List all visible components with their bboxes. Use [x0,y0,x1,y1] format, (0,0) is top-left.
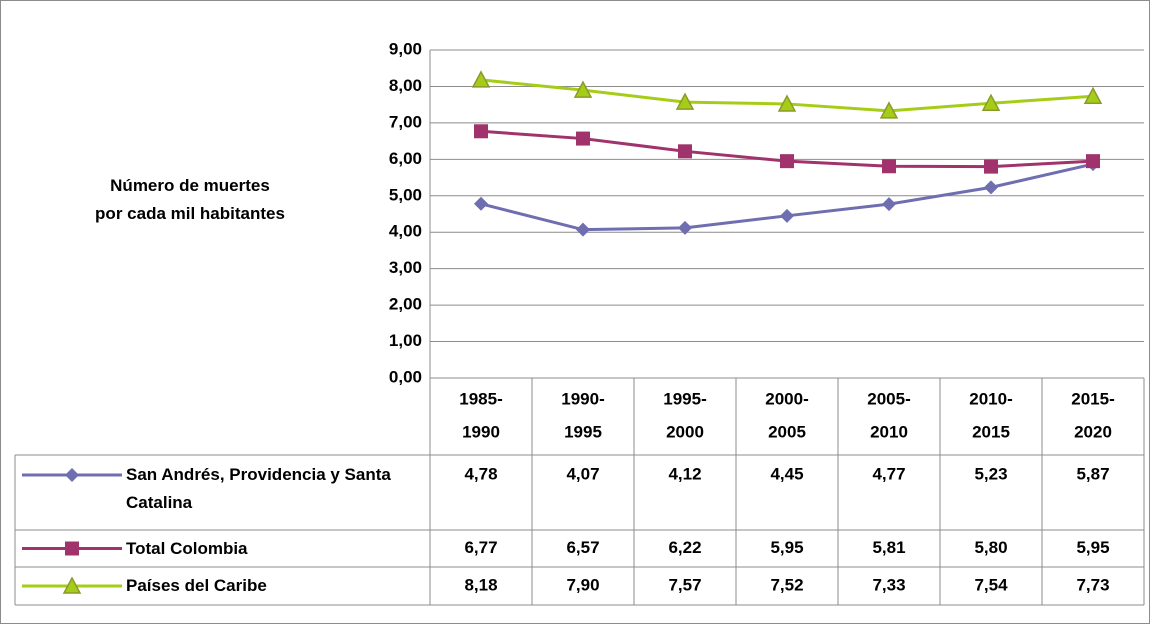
x-tick-label: 2020 [1074,422,1112,441]
data-point [984,180,998,195]
data-point [576,222,590,237]
data-point [882,159,896,174]
data-label: 5,95 [1076,538,1109,557]
legend-label: San Andrés, Providencia y Santa Catalina [126,465,391,512]
x-tick-label: 1990- [561,389,604,408]
y-tick-label: 6,00 [389,149,422,168]
data-point [573,80,593,98]
data-point [474,124,488,139]
x-tick-label: 2015- [1071,389,1114,408]
data-point [984,159,998,174]
data-point [678,144,692,159]
data-label: 7,54 [974,575,1008,594]
x-tick-label: 2010 [870,422,908,441]
x-tick-label: 1995 [564,422,602,441]
data-label: 4,07 [566,464,599,483]
y-tick-label: 4,00 [389,222,422,241]
data-label: 6,77 [464,538,497,557]
y-tick-label: 1,00 [389,331,422,350]
data-point [474,196,488,211]
legend-label: Total Colombia [126,538,248,558]
data-label: 8,18 [464,575,497,594]
y-tick-label: 0,00 [389,367,422,386]
data-label: 7,33 [872,575,905,594]
legend-key-marker [62,576,82,594]
y-tick-label: 7,00 [389,112,422,131]
y-tick-label: 8,00 [389,76,422,95]
data-label: 7,57 [668,575,701,594]
data-point [879,101,899,119]
x-tick-label: 1995- [663,389,706,408]
data-point [678,220,692,235]
data-label: 7,73 [1076,575,1109,594]
y-tick-label: 9,00 [389,39,422,58]
x-tick-label: 2000- [765,389,808,408]
x-tick-label: 2005- [867,389,910,408]
y-tick-label: 3,00 [389,258,422,277]
legend-label: Países del Caribe [126,576,267,595]
x-tick-label: 2015 [972,422,1010,441]
data-point [1083,86,1103,105]
data-point [777,94,797,112]
y-tick-label: 2,00 [389,295,422,314]
data-point [471,70,491,88]
legend-key-marker [65,468,79,482]
data-label: 4,45 [770,464,803,483]
data-label: 5,80 [974,538,1007,557]
y-axis-label: Número de muertes por cada mil habitante… [95,176,285,223]
y-tick-label: 5,00 [389,185,422,204]
data-label: 5,81 [872,538,905,557]
data-point [780,154,794,169]
data-point [780,208,794,223]
data-point [981,93,1001,111]
x-tick-label: 2010- [969,389,1012,408]
data-label: 5,87 [1076,464,1109,483]
data-point [1086,154,1100,169]
x-tick-label: 2000 [666,422,704,441]
data-point [576,131,590,146]
legend-key-marker [65,541,79,556]
data-label: 4,78 [464,464,497,483]
x-tick-label: 2005 [768,422,806,441]
data-label: 6,22 [668,538,701,557]
x-tick-label: 1990 [462,422,500,441]
data-label: 4,12 [668,464,701,483]
data-label: 7,52 [770,575,803,594]
data-label: 5,95 [770,538,803,557]
data-label: 6,57 [566,538,599,557]
data-label: 4,77 [872,464,905,483]
data-point [675,92,695,110]
data-point [882,197,896,212]
data-label: 7,90 [566,575,599,594]
data-label: 5,23 [974,464,1007,483]
x-tick-label: 1985- [459,389,502,408]
